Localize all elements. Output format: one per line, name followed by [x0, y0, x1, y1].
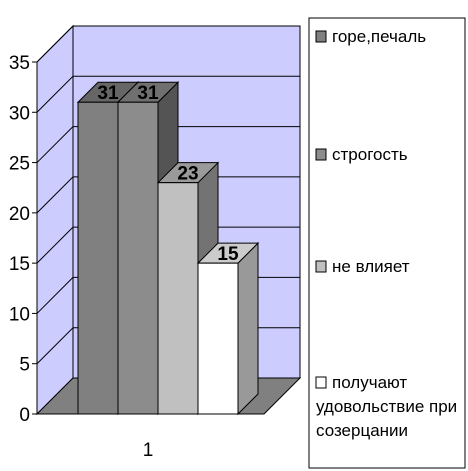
- y-tick-label: 15: [9, 254, 30, 275]
- legend-label: горе,печаль: [332, 27, 426, 46]
- data-label: 15: [217, 244, 239, 265]
- bar-front: [157, 182, 199, 415]
- data-label: 23: [177, 164, 198, 185]
- y-tick-label: 20: [9, 204, 30, 225]
- side-wall: [36, 24, 74, 416]
- y-tick-label: 0: [19, 405, 30, 426]
- legend-label: получают: [332, 373, 407, 392]
- legend-label: удовольствие при: [316, 397, 457, 416]
- legend-swatch: [315, 148, 327, 161]
- y-tick-label: 35: [9, 53, 30, 74]
- legend-entry: горе,печаль: [315, 27, 426, 46]
- bars: 31 31 23 15: [76, 81, 260, 416]
- bar-front: [77, 101, 119, 415]
- data-label: 31: [97, 83, 119, 104]
- legend-label: не влияет: [332, 257, 410, 276]
- y-axis: 0 5 10 15 20 25 30 35: [9, 53, 264, 426]
- legend-swatch: [315, 376, 327, 389]
- gridline: [36, 176, 300, 214]
- legend-box: [308, 17, 466, 469]
- y-tick-label: 5: [19, 355, 30, 376]
- data-label: 31: [137, 83, 159, 104]
- gridline: [36, 226, 300, 264]
- gridline: [36, 126, 300, 163]
- gridline: [36, 75, 300, 113]
- x-axis: 1: [143, 440, 154, 461]
- legend-swatch: [315, 260, 327, 273]
- y-tick-label: 25: [9, 154, 30, 175]
- legend-entry: строгость: [315, 145, 408, 164]
- bar-side: [237, 241, 259, 416]
- y-tick-label: 10: [9, 304, 30, 325]
- gridline: [36, 25, 300, 63]
- legend: горе,печаль строгость не влияет получают удо…: [308, 17, 466, 469]
- bar-front: [117, 101, 159, 415]
- legend-entry: получают удовольствие при созерцании: [315, 373, 457, 440]
- legend-label: строгость: [332, 145, 408, 164]
- x-tick-label: 1: [143, 440, 154, 461]
- bar-front: [197, 262, 239, 415]
- legend-label: созерцании: [316, 421, 408, 440]
- bar: [196, 241, 260, 416]
- legend-swatch: [315, 30, 327, 43]
- legend-entry: не влияет: [315, 257, 410, 276]
- y-tick-label: 30: [9, 103, 30, 124]
